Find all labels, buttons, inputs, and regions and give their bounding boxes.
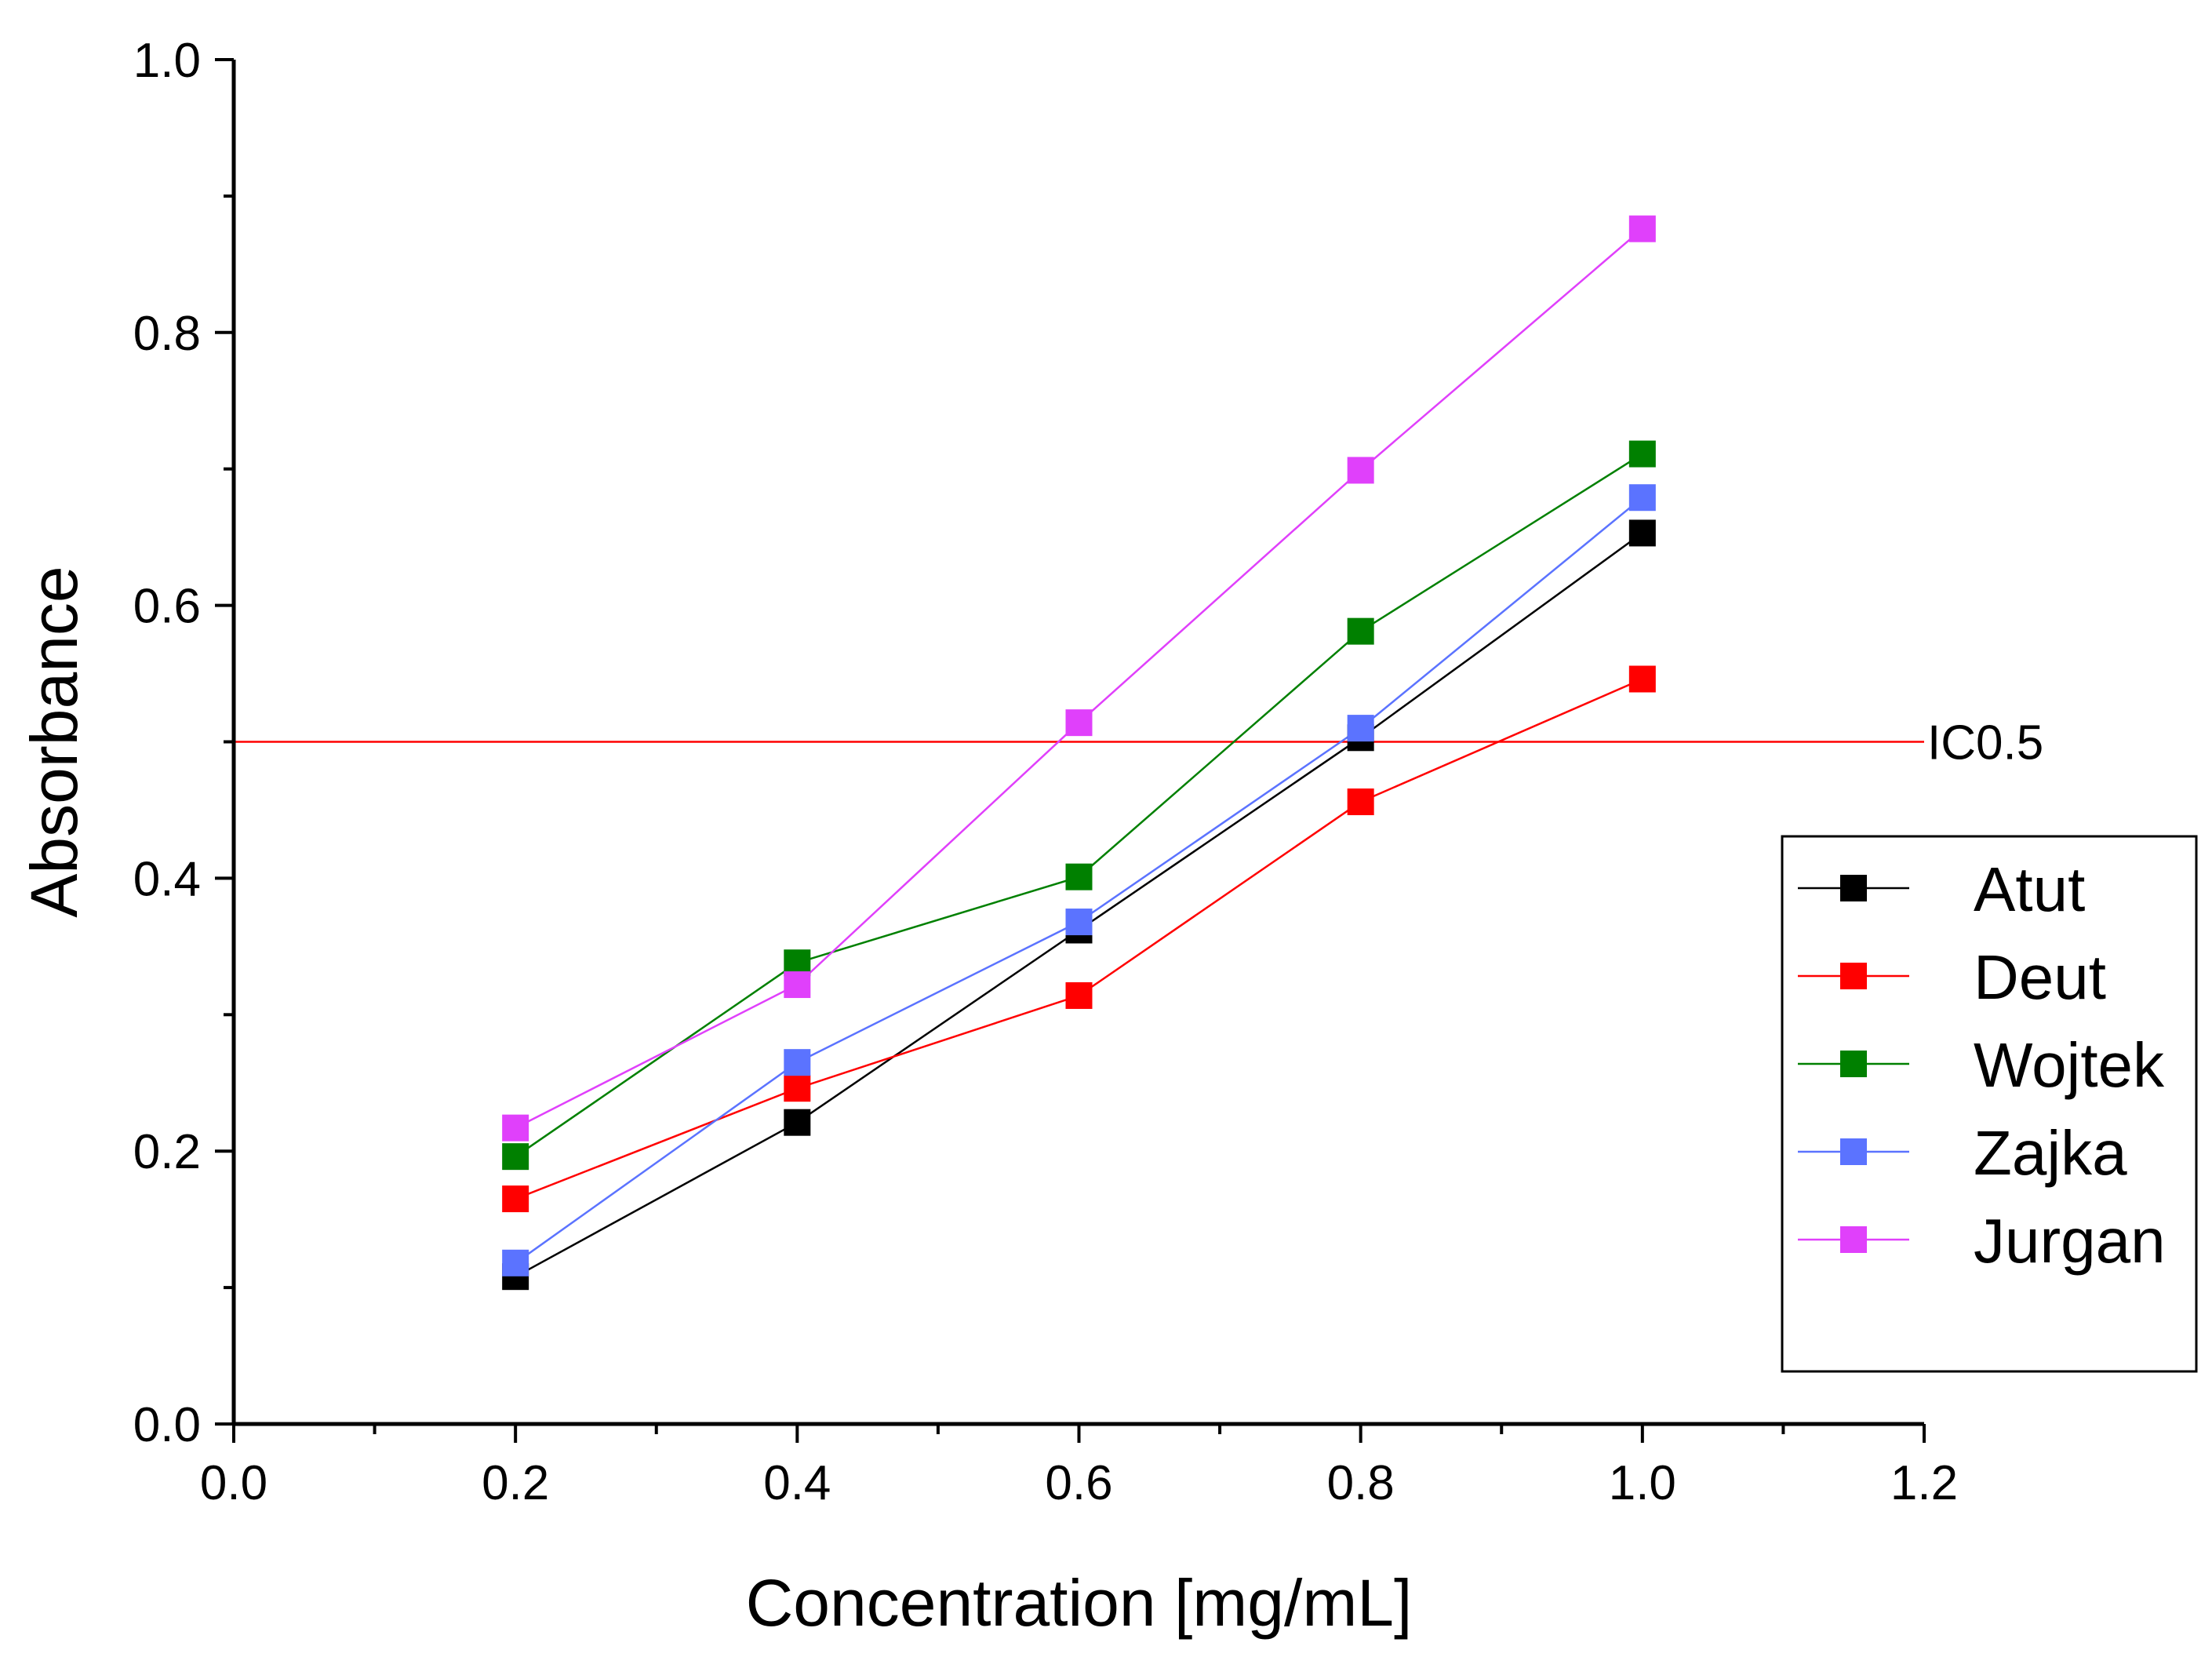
data-point-wojtek [1628, 440, 1656, 468]
y-axis-title: Absorbance [17, 566, 91, 917]
axes: 0.0 0.2 0.4 0.6 0.8 1.0 1.2 0.0 0.2 0.4 0.6 0.8 1.0 C… [17, 34, 1958, 1640]
data-point-jurgan [502, 1114, 529, 1142]
data-point-jurgan [1628, 215, 1656, 242]
data-point-wojtek [1347, 617, 1374, 645]
y-tick-label: 0.6 [133, 580, 201, 634]
data-point-deut [784, 1075, 811, 1102]
data-point-zajka [1065, 909, 1093, 936]
reference-line-label: IC0.5 [1927, 716, 2043, 770]
legend-label: Jurgan [1974, 1206, 2166, 1276]
data-point-wojtek [1065, 863, 1093, 890]
legend-marker [1840, 1226, 1867, 1253]
data-point-jurgan [1065, 709, 1093, 737]
y-tick-label: 0.4 [133, 852, 201, 906]
legend-label: Wojtek [1974, 1030, 2165, 1100]
legend-marker [1840, 1138, 1867, 1165]
plot-area: IC0.5 [234, 215, 2043, 1291]
x-tick-label: 0.2 [482, 1456, 549, 1510]
series-line-wojtek [515, 453, 1643, 1158]
data-point-zajka [784, 1049, 811, 1076]
data-point-deut [1347, 788, 1374, 816]
legend-label: Deut [1974, 942, 2106, 1012]
data-point-atut [784, 1109, 811, 1136]
x-tick-label: 1.2 [1890, 1456, 1958, 1510]
data-point-jurgan [784, 971, 811, 999]
data-point-zajka [1628, 484, 1656, 512]
legend-marker [1840, 1051, 1867, 1077]
data-point-zajka [1347, 715, 1374, 742]
x-tick-label: 0.6 [1045, 1456, 1112, 1510]
data-point-jurgan [1347, 457, 1374, 484]
data-point-deut [1628, 665, 1656, 693]
x-axis-title: Concentration [mg/mL] [746, 1566, 1413, 1640]
legend-marker [1840, 875, 1867, 901]
data-point-atut [1628, 519, 1656, 547]
legend-marker [1840, 963, 1867, 989]
y-tick-label: 0.0 [133, 1398, 201, 1452]
x-tick-label: 1.0 [1609, 1456, 1676, 1510]
x-tick-label: 0.4 [763, 1456, 831, 1510]
data-point-wojtek [502, 1143, 529, 1171]
data-point-zajka [502, 1249, 529, 1276]
data-point-deut [1065, 981, 1093, 1009]
legend-label: Atut [1974, 854, 2085, 924]
x-tick-label: 0.8 [1327, 1456, 1395, 1510]
legend-label: Zajka [1974, 1118, 2127, 1188]
x-tick-label: 0.0 [200, 1456, 267, 1510]
y-tick-label: 1.0 [133, 34, 201, 88]
data-point-deut [502, 1185, 529, 1213]
y-tick-label: 0.2 [133, 1125, 201, 1179]
y-tick-label: 0.8 [133, 307, 201, 361]
legend-box [1781, 835, 2198, 1373]
legend: Atut Deut Wojtek Zajka Jurgan [1781, 835, 2198, 1373]
series-line-atut [515, 532, 1643, 1278]
